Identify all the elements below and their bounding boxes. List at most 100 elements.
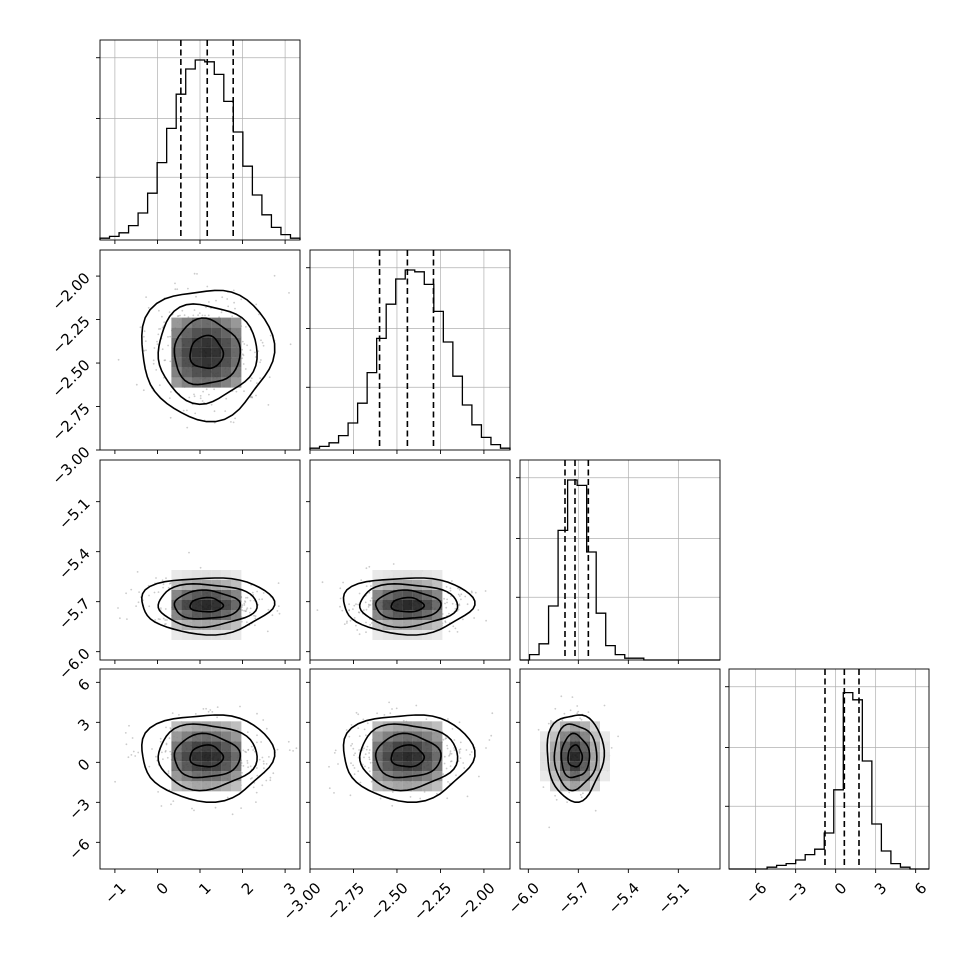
- density-cell: [211, 367, 222, 378]
- sample-point: [368, 752, 370, 754]
- density-cell: [191, 630, 202, 640]
- sample-point: [156, 343, 159, 346]
- density-cell: [181, 327, 192, 338]
- sample-point: [449, 589, 452, 592]
- density-cell: [211, 781, 222, 792]
- density-cell: [201, 317, 212, 328]
- sample-point: [164, 619, 167, 621]
- sample-point: [251, 396, 254, 398]
- sample-point: [245, 751, 248, 754]
- sample-point: [262, 344, 265, 347]
- density-cell: [201, 347, 212, 358]
- sample-point: [460, 593, 463, 596]
- sample-point: [365, 748, 368, 751]
- density-cell: [382, 751, 393, 762]
- sample-point: [469, 753, 471, 756]
- density-cell: [600, 761, 610, 772]
- density-cell: [422, 580, 433, 590]
- sample-point: [272, 772, 275, 775]
- density-cell: [221, 630, 232, 640]
- sample-point: [582, 792, 584, 795]
- density-cell: [402, 751, 413, 762]
- density-cell: [171, 600, 182, 610]
- density-cell: [392, 590, 403, 600]
- sample-point: [224, 410, 227, 412]
- sample-point: [277, 582, 280, 584]
- density-cell: [221, 761, 232, 772]
- density-cell: [372, 741, 383, 752]
- sample-point: [362, 609, 365, 612]
- sample-point: [210, 403, 213, 406]
- sample-point: [168, 311, 171, 313]
- sample-point: [363, 747, 365, 750]
- sample-point: [423, 791, 426, 793]
- density-cell: [412, 590, 423, 600]
- y-tick-label: −5.4: [55, 545, 93, 583]
- density-cell: [211, 347, 222, 358]
- sample-point: [262, 760, 265, 763]
- sample-point: [389, 712, 392, 715]
- contour-level-1: [173, 589, 242, 620]
- sample-point: [243, 604, 246, 606]
- sample-point: [289, 343, 292, 346]
- density-cell: [181, 317, 192, 328]
- panel-frame: [99, 39, 301, 241]
- sample-point: [448, 630, 451, 633]
- density-cell: [181, 580, 192, 590]
- sample-point: [160, 805, 163, 807]
- sample-point: [260, 741, 262, 743]
- sample-point: [262, 719, 265, 721]
- sample-point: [350, 762, 352, 765]
- density-cell: [211, 377, 222, 388]
- sample-point: [187, 287, 189, 290]
- sample-point: [450, 595, 452, 597]
- x-tick-label: 1: [195, 879, 214, 898]
- sample-point: [215, 299, 217, 302]
- density-cell: [181, 570, 192, 580]
- density-cell: [580, 761, 590, 772]
- density-cell: [171, 317, 182, 328]
- sample-point: [265, 763, 268, 765]
- sample-point: [134, 755, 137, 757]
- sample-point: [201, 314, 204, 317]
- sample-point: [225, 397, 228, 400]
- sample-point: [368, 756, 371, 759]
- sample-point: [246, 621, 248, 624]
- sample-point: [395, 707, 398, 710]
- sample-point: [388, 701, 390, 704]
- density-cell: [191, 761, 202, 772]
- density-cell: [432, 610, 443, 620]
- sample-point: [288, 749, 291, 751]
- sample-point: [230, 421, 232, 423]
- sample-point: [147, 306, 150, 309]
- density-cell: [231, 620, 242, 630]
- sample-point: [337, 763, 339, 765]
- density-cell: [432, 781, 443, 792]
- sample-point: [460, 598, 462, 601]
- sample-point: [246, 344, 249, 347]
- density-cell: [402, 610, 413, 620]
- contour-level-0: [390, 744, 426, 768]
- sample-point: [246, 759, 249, 762]
- density-cell: [211, 741, 222, 752]
- density-cell: [221, 317, 232, 328]
- sample-point: [356, 629, 359, 631]
- sample-point: [352, 608, 354, 610]
- sample-point: [316, 609, 319, 611]
- sample-point: [470, 751, 473, 753]
- sample-point: [208, 393, 210, 396]
- sample-point: [193, 395, 196, 398]
- sample-point: [117, 358, 120, 361]
- y-tick-label: −2.00: [48, 269, 93, 314]
- sample-point: [152, 359, 155, 362]
- sample-point: [168, 737, 171, 739]
- sample-point: [371, 622, 373, 624]
- sample-point: [554, 707, 557, 710]
- x-tick-label: −3: [782, 879, 810, 907]
- sample-point: [157, 791, 160, 793]
- sample-point: [162, 758, 164, 761]
- sample-point: [164, 608, 167, 610]
- density-cell: [221, 367, 232, 378]
- sample-point: [352, 747, 355, 750]
- sample-point: [449, 587, 452, 590]
